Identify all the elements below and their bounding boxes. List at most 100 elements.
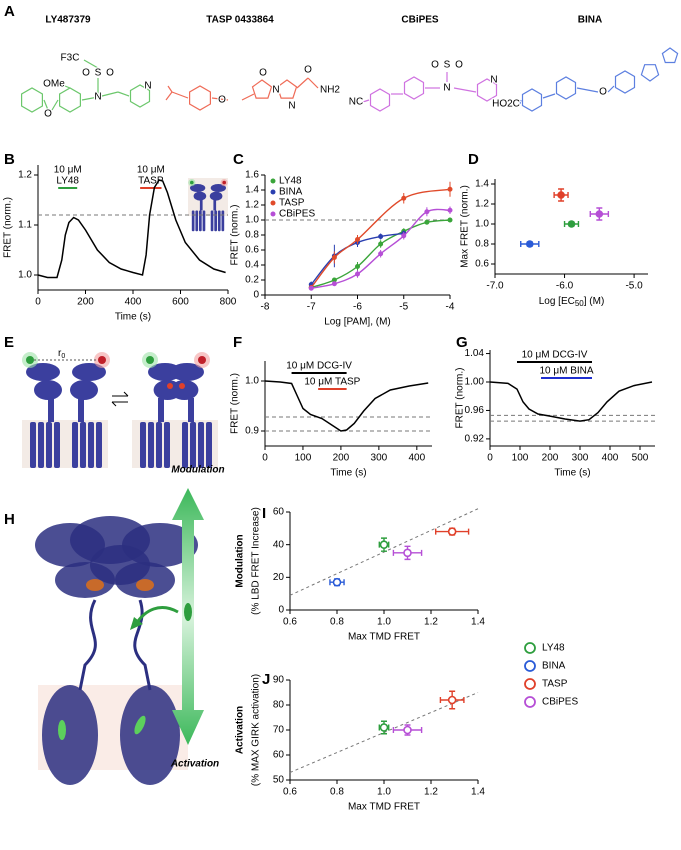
y-tick-label: 1.0 [18, 270, 32, 281]
x-tick-label: 200 [77, 297, 94, 308]
panel-label: D [468, 151, 479, 168]
lobe [70, 380, 98, 400]
point [447, 207, 453, 213]
atom-label: F3C [61, 53, 80, 64]
y-tick-label: 1.2 [18, 170, 32, 181]
x-tick-label: 1.2 [424, 787, 438, 798]
panel-label: J [262, 671, 270, 688]
ring [59, 87, 81, 113]
legend-label: TASP [279, 198, 305, 209]
y-axis-label: FRET (norm.) [230, 373, 241, 434]
x-axis-label: Log [EC50] (M) [539, 296, 605, 308]
trace [37, 179, 226, 279]
lobe [34, 380, 62, 400]
helix [72, 422, 78, 468]
ring [276, 79, 298, 99]
point [379, 723, 389, 732]
y-tick-label: 1.4 [245, 185, 259, 196]
pointer-head [130, 617, 143, 630]
atom-label: O [455, 60, 463, 71]
helix [182, 422, 188, 468]
ring [555, 76, 577, 100]
acceptor [198, 356, 206, 364]
bond [576, 87, 599, 93]
lobe [26, 363, 60, 381]
x-tick-label: 200 [333, 453, 350, 464]
atom-label: OMe [43, 79, 65, 90]
atom-label: O [82, 68, 90, 79]
y-tick-label: 1.4 [475, 179, 489, 190]
ring [21, 87, 43, 113]
x-axis-label: Time (s) [330, 468, 366, 479]
stalk [188, 398, 194, 422]
x-tick-label: 300 [572, 453, 589, 464]
y-tick-label: 1.0 [475, 219, 489, 230]
x-tick-label: 0 [262, 453, 268, 464]
donor [26, 356, 34, 364]
x-axis-label: Log [PAM], (M) [324, 317, 391, 328]
point [378, 234, 384, 239]
point [401, 195, 407, 201]
point [403, 725, 412, 735]
stimulus-label: 10 μM DCG-IV [286, 361, 352, 372]
legend-marker [270, 178, 276, 184]
bond [211, 97, 229, 101]
helix [206, 422, 212, 468]
equilibrium-arrow [112, 391, 129, 397]
point [308, 285, 314, 291]
y-tick-label: 0.96 [465, 405, 485, 416]
y-tick-label: 50 [273, 775, 285, 786]
atom-label: O [106, 68, 114, 79]
ring [403, 76, 425, 100]
ring [661, 47, 679, 64]
x-tick-label: 400 [408, 453, 425, 464]
ligand [136, 579, 154, 591]
panel-label: G [456, 334, 468, 351]
lobe [209, 191, 223, 201]
bond [43, 99, 49, 111]
helix [30, 422, 36, 468]
helix [190, 422, 196, 468]
point [401, 233, 407, 239]
y-axis-label: FRET (norm.) [230, 205, 241, 266]
legend-marker [524, 696, 536, 708]
y-tick-label: 1.0 [245, 215, 259, 226]
panel-label: A [4, 3, 15, 20]
pam-site [167, 383, 173, 389]
x-tick-label: 1.0 [377, 617, 391, 628]
stimulus-label: 10 μM [137, 165, 165, 176]
x-tick-label: 100 [512, 453, 529, 464]
panel-label: E [4, 334, 14, 351]
ring [129, 84, 151, 108]
compound-name: LY487379 [45, 15, 91, 26]
receptor [22, 352, 110, 468]
point [557, 191, 565, 199]
legend-label: LY48 [542, 643, 565, 654]
x-tick-label: 0 [487, 453, 493, 464]
point [378, 251, 384, 257]
bond [51, 99, 59, 111]
atom-label: S [444, 60, 451, 71]
point [424, 219, 430, 225]
bond [241, 93, 255, 101]
helix [46, 422, 52, 468]
helix [217, 210, 221, 232]
point [567, 220, 576, 228]
y-tick-label: 20 [273, 572, 285, 583]
legend-label: LY48 [279, 176, 302, 187]
x-tick-label: 800 [220, 297, 237, 308]
x-tick-label: 600 [172, 297, 189, 308]
x-axis-label: Max TMD FRET [348, 632, 420, 643]
y-axis-label: Activation [235, 706, 246, 754]
point [355, 271, 360, 277]
point [355, 264, 360, 269]
helix [198, 422, 204, 468]
point [332, 577, 342, 587]
y-axis-label: FRET (norm.) [3, 197, 14, 258]
trace [489, 381, 653, 422]
ligand [86, 579, 104, 591]
x-axis-label: Time (s) [115, 312, 151, 323]
legend-marker [270, 189, 276, 195]
atom-label: N [490, 75, 497, 86]
atom-label: O [259, 68, 267, 79]
